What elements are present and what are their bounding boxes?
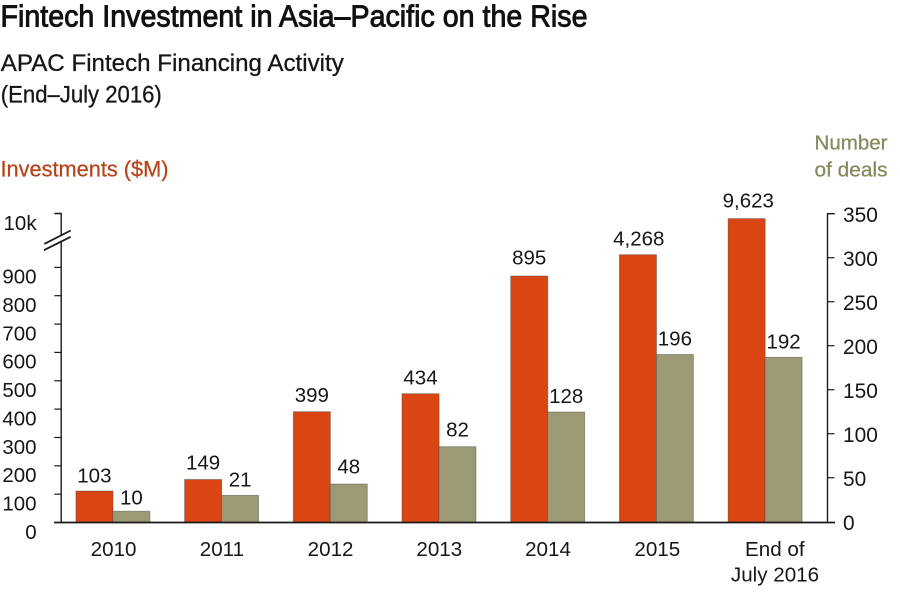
svg-text:800: 800 xyxy=(2,294,36,317)
svg-text:48: 48 xyxy=(337,456,360,479)
svg-text:Number: Number xyxy=(815,132,888,155)
svg-text:350: 350 xyxy=(843,204,878,227)
svg-text:200: 200 xyxy=(843,336,878,359)
svg-text:434: 434 xyxy=(403,367,437,390)
svg-text:10k: 10k xyxy=(4,212,38,235)
svg-text:2014: 2014 xyxy=(525,538,571,561)
svg-text:250: 250 xyxy=(843,292,878,315)
svg-text:9,623: 9,623 xyxy=(723,190,774,213)
svg-text:149: 149 xyxy=(186,451,220,474)
svg-text:900: 900 xyxy=(2,266,36,289)
svg-text:4,268: 4,268 xyxy=(613,228,664,251)
svg-text:196: 196 xyxy=(658,328,692,351)
svg-text:2015: 2015 xyxy=(634,538,680,561)
svg-text:2010: 2010 xyxy=(91,538,137,561)
svg-text:200: 200 xyxy=(2,464,36,487)
svg-text:21: 21 xyxy=(229,469,252,492)
svg-text:(End–July 2016): (End–July 2016) xyxy=(1,82,162,109)
svg-text:700: 700 xyxy=(2,322,36,345)
svg-text:128: 128 xyxy=(549,385,583,408)
svg-text:192: 192 xyxy=(766,330,800,353)
svg-text:600: 600 xyxy=(2,351,36,374)
svg-text:0: 0 xyxy=(843,512,855,535)
svg-text:2011: 2011 xyxy=(200,538,244,561)
svg-text:399: 399 xyxy=(295,384,329,407)
svg-text:100: 100 xyxy=(2,493,36,516)
svg-text:150: 150 xyxy=(843,380,878,403)
svg-text:82: 82 xyxy=(446,418,469,441)
svg-text:of deals: of deals xyxy=(815,158,888,181)
svg-text:2013: 2013 xyxy=(416,538,462,561)
svg-text:Investments ($M): Investments ($M) xyxy=(1,157,169,182)
svg-text:895: 895 xyxy=(512,247,546,270)
svg-text:APAC Fintech Financing Activit: APAC Fintech Financing Activity xyxy=(1,50,345,77)
svg-text:500: 500 xyxy=(2,379,36,402)
svg-text:Fintech Investment in Asia–Pac: Fintech Investment in Asia–Pacific on th… xyxy=(1,0,588,33)
svg-text:End of: End of xyxy=(745,538,805,561)
svg-text:0: 0 xyxy=(25,521,36,544)
svg-text:100: 100 xyxy=(843,424,878,447)
svg-text:300: 300 xyxy=(2,436,36,459)
svg-text:400: 400 xyxy=(2,407,36,430)
svg-text:2012: 2012 xyxy=(308,538,354,561)
svg-text:July 2016: July 2016 xyxy=(731,564,819,587)
svg-text:300: 300 xyxy=(843,248,878,271)
svg-text:10: 10 xyxy=(120,486,143,509)
svg-text:103: 103 xyxy=(77,464,111,487)
svg-text:50: 50 xyxy=(843,468,866,491)
